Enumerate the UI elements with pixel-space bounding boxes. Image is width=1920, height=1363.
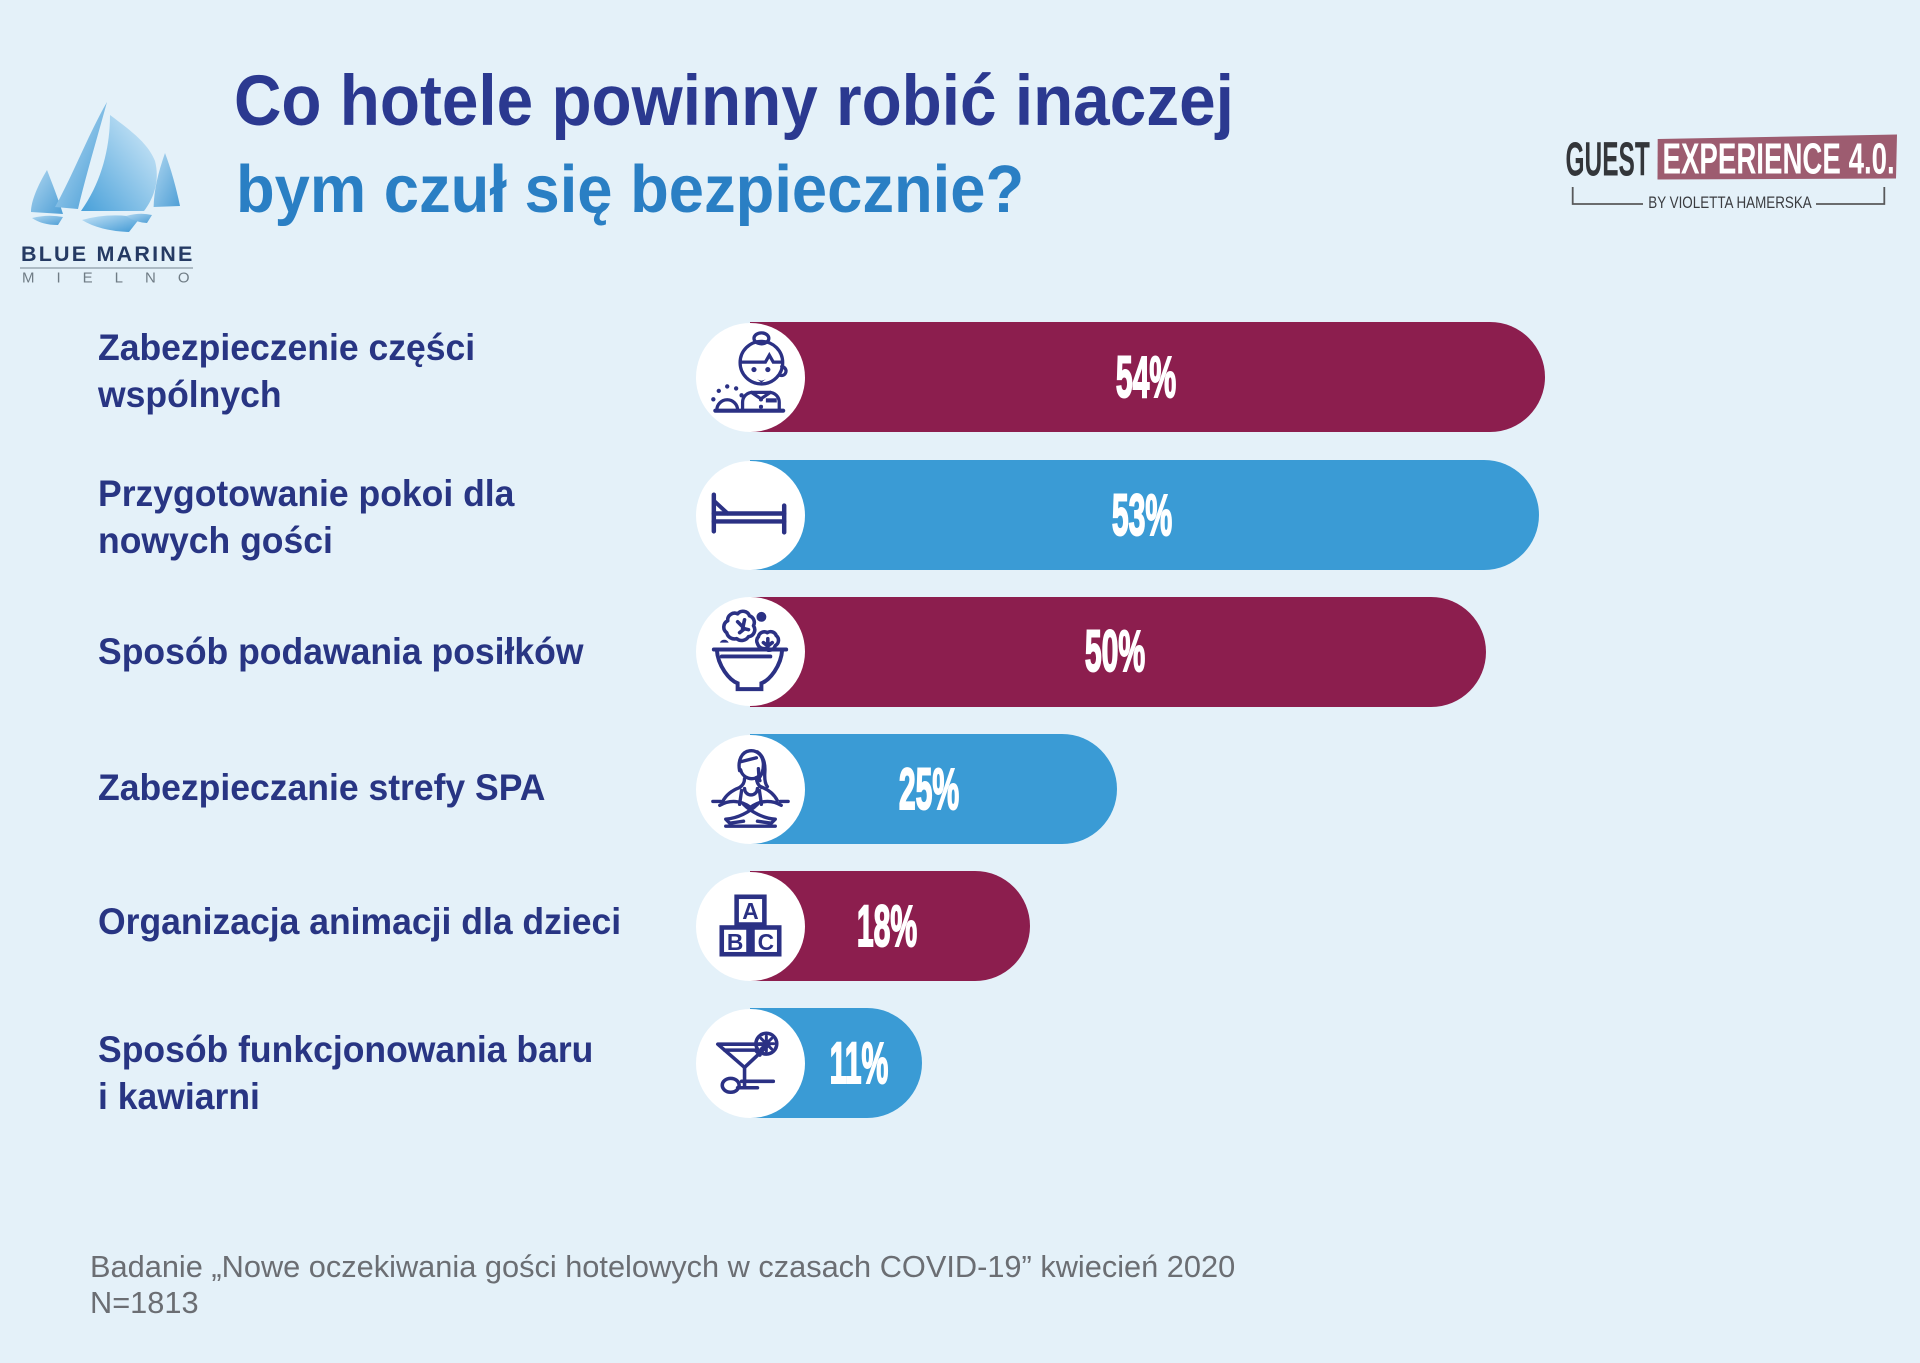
svg-text:MIELNO: MIELNO	[22, 270, 212, 287]
svg-text:EXPERIENCE 4.0.: EXPERIENCE 4.0.	[1663, 134, 1895, 183]
svg-text:GUEST: GUEST	[1566, 134, 1650, 187]
svg-text:BLUE MARINE: BLUE MARINE	[21, 242, 195, 266]
svg-text:C: C	[758, 928, 774, 954]
svg-text:BY VIOLETTA HAMERSKA: BY VIOLETTA HAMERSKA	[1648, 194, 1812, 213]
svg-text:A: A	[742, 898, 758, 924]
svg-text:B: B	[727, 928, 743, 954]
